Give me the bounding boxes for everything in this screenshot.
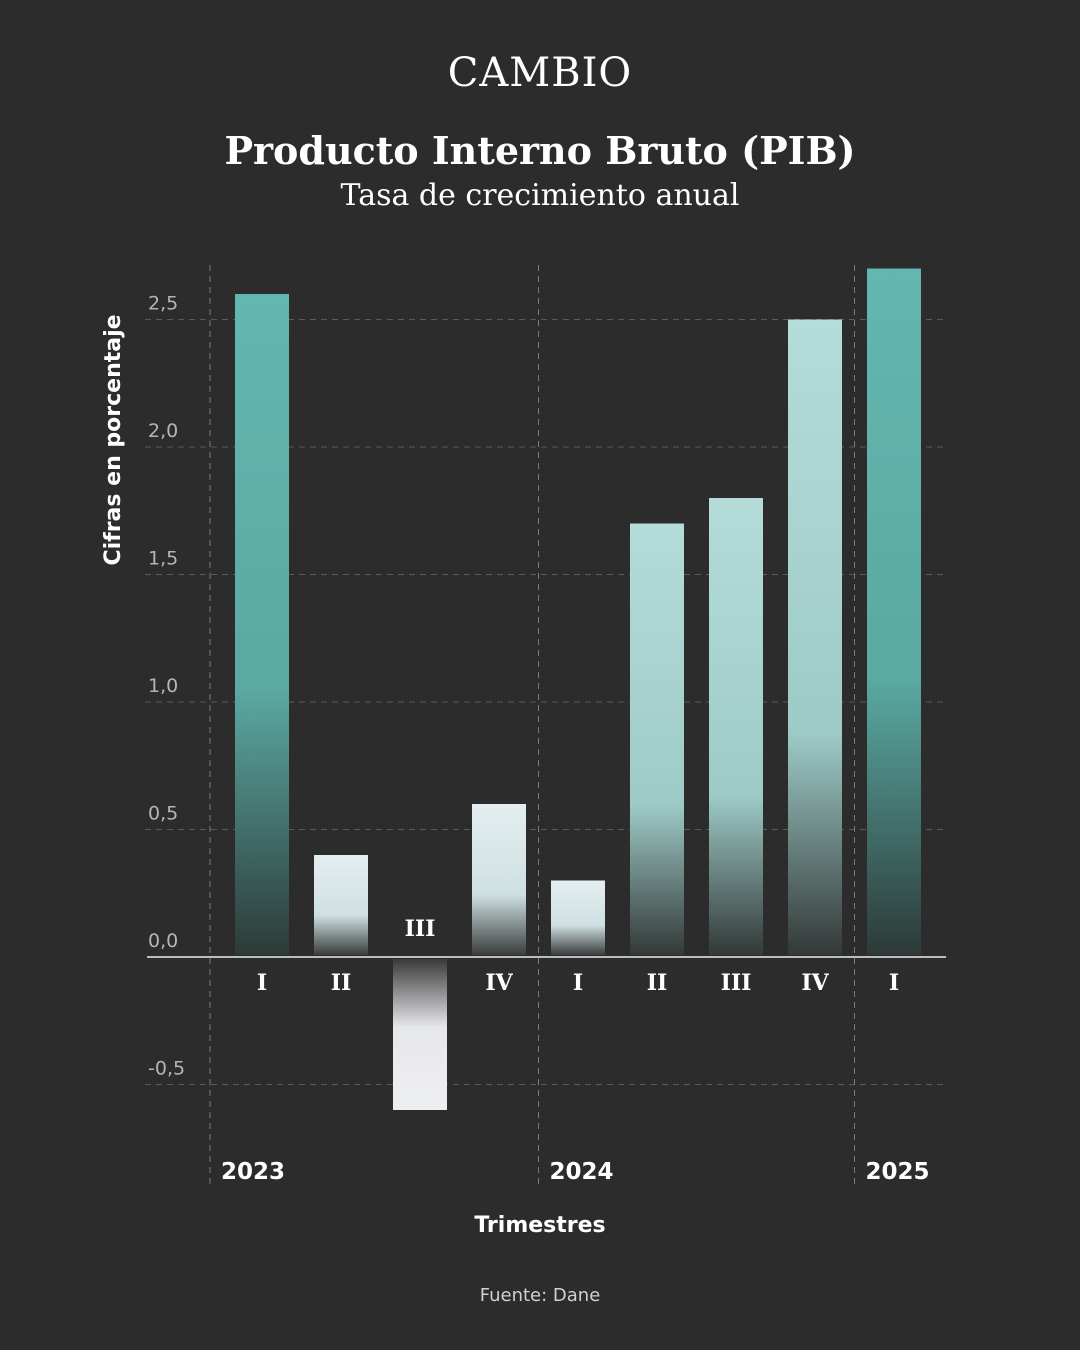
y-tick-label: 1,5 [148,548,178,570]
quarter-label: III [721,970,752,996]
y-tick-label: 0,5 [148,803,178,825]
year-label: 2024 [550,1159,614,1185]
quarter-label: IV [801,970,829,996]
bar [235,294,289,955]
bar [867,268,921,955]
y-tick-label: 1,0 [148,675,178,697]
source-note: Fuente: Dane [480,1285,601,1306]
y-ticks: -0,5 0,0 0,5 1,0 1,5 2,0 2,5 [148,293,185,1080]
bar [393,959,447,1110]
x-axis-title: Trimestres [474,1213,605,1238]
year-label: 2023 [221,1159,285,1185]
quarter-label: IV [485,970,513,996]
bars-layer [235,268,921,1110]
quarter-label: II [647,970,668,996]
y-tick-label: -0,5 [148,1058,185,1080]
y-tick-label: 0,0 [148,930,178,952]
chart-title: Producto Interno Bruto (PIB) [224,128,855,173]
bar [630,523,684,955]
quarter-label: I [257,970,267,996]
bar [314,855,368,955]
year-labels: 2023 2024 2025 [221,1159,930,1185]
brand-logo: CAMBIO [448,50,632,96]
bar [788,319,842,955]
chart-subtitle: Tasa de crecimiento anual [341,178,740,213]
quarter-label: I [573,970,583,996]
bar [551,880,605,955]
y-tick-label: 2,0 [148,420,178,442]
bar [472,804,526,955]
quarter-label: I [889,970,899,996]
y-tick-label: 2,5 [148,293,178,315]
y-axis-title: Cifras en porcentaje [101,314,126,565]
quarter-label: III [405,916,436,942]
bar [709,498,763,955]
quarter-label: II [331,970,352,996]
year-label: 2025 [866,1159,930,1185]
